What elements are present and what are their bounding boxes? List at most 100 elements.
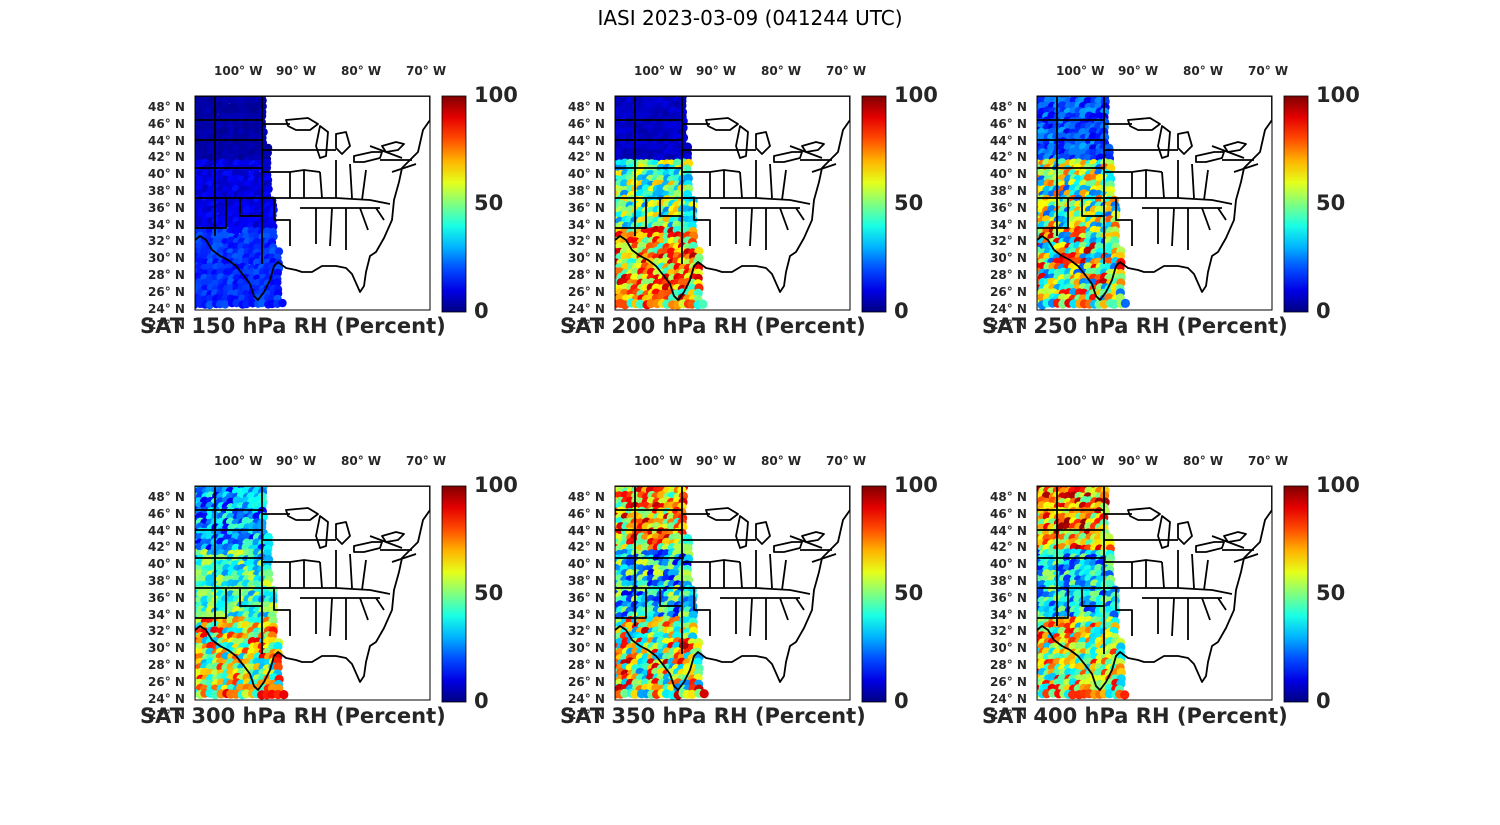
longitude-tick-label: 90° W [696, 454, 737, 468]
latitude-tick-label: 40° N [990, 557, 1027, 572]
latitude-tick-label: 28° N [990, 268, 1027, 282]
latitude-tick-label: 22° N [148, 708, 185, 723]
boundary-line [1037, 486, 1272, 691]
boundary-line [273, 588, 291, 636]
map-canvas [614, 95, 887, 313]
boundary-line [1171, 207, 1175, 247]
boundary-line [285, 117, 319, 131]
rh-observation-dot [273, 641, 283, 652]
longitude-tick-label: 90° W [1118, 454, 1159, 468]
longitude-tick-label: 70° W [826, 64, 867, 78]
boundary-line [773, 151, 803, 163]
map-frame [1036, 95, 1273, 311]
colorbar-tick-label: 0 [894, 299, 909, 323]
boundary-line [615, 588, 647, 619]
longitude-tick-label: 70° W [826, 454, 867, 468]
latitude-tick-label: 28° N [148, 268, 185, 282]
latitude-tick-label: 46° N [148, 506, 185, 521]
longitude-tick-label: 80° W [1183, 64, 1224, 78]
boundary-lines [195, 96, 430, 301]
latitude-tick-label: 42° N [148, 150, 185, 165]
latitude-tick-label: 30° N [990, 641, 1027, 656]
boundary-line [1177, 131, 1193, 155]
colorbar-tick-label: 100 [1316, 473, 1360, 497]
latitude-tick-label: 36° N [568, 200, 605, 215]
rh-observation-dot [242, 300, 251, 309]
rh-observation-dot [274, 247, 284, 256]
rh-observation-dot [620, 179, 630, 189]
colorbar-tick-label: 0 [474, 689, 489, 713]
boundary-line [375, 597, 385, 611]
latitude-tick-label: 26° N [568, 674, 605, 689]
colorbar [861, 485, 887, 703]
boundary-line [615, 96, 850, 301]
map-canvas [194, 95, 467, 313]
boundary-line [1157, 125, 1171, 159]
rh-observation-dot [635, 299, 645, 309]
latitude-tick-label: 48° N [568, 100, 605, 114]
boundary-line [1195, 541, 1225, 553]
colorbar-tick-label: 100 [894, 473, 938, 497]
panel-label: SAT 300 hPa RH (Percent) [140, 704, 446, 728]
latitude-tick-label: 34° N [568, 607, 605, 622]
map-canvas [1036, 485, 1309, 703]
boundary-line [781, 169, 787, 201]
boundary-line [659, 198, 682, 217]
boundary-line [1104, 169, 1163, 173]
latitude-tick-label: 42° N [568, 540, 605, 555]
latitude-tick-label: 48° N [990, 490, 1027, 504]
latitude-tick-label: 32° N [148, 624, 185, 639]
latitude-tick-label: 34° N [568, 217, 605, 232]
boundary-lines [195, 486, 430, 691]
latitude-tick-label: 24° N [148, 301, 185, 316]
rh-observation-dot [242, 132, 251, 141]
latitude-tick-label: 42° N [568, 150, 605, 165]
boundary-line [1081, 588, 1104, 607]
boundary-lines [615, 486, 850, 691]
boundary-line [1211, 535, 1245, 549]
boundary-line [335, 521, 351, 545]
boundary-line [349, 553, 353, 589]
boundary-line [262, 169, 321, 173]
rh-observation-dot [262, 163, 272, 172]
latitude-tick-label: 34° N [990, 217, 1027, 232]
longitude-tick-label: 90° W [276, 454, 317, 468]
latitude-tick-label: 46° N [568, 506, 605, 521]
latitude-tick-label: 32° N [568, 234, 605, 249]
latitude-tick-label: 36° N [990, 590, 1027, 605]
latitude-tick-label: 44° N [148, 133, 185, 148]
longitude-tick-label: 100° W [1056, 454, 1105, 468]
latitude-tick-label: 34° N [148, 217, 185, 232]
boundary-line [195, 486, 430, 691]
rh-observation-dot [221, 127, 231, 136]
map-panel: 100° W 90° W 80° W 70° W 48° N 46° N 44° N 42° … [982, 450, 1382, 750]
boundary-line [773, 541, 803, 553]
rh-observation-dot [620, 688, 630, 698]
rh-observation-dot [241, 689, 251, 699]
latitude-tick-label: 44° N [568, 133, 605, 148]
longitude-tick-label: 80° W [761, 64, 802, 78]
latitude-tick-label: 42° N [990, 540, 1027, 555]
boundary-line [195, 588, 227, 619]
boundary-line [262, 197, 391, 205]
map-canvas [1036, 95, 1309, 313]
latitude-tick-label: 36° N [568, 590, 605, 605]
boundary-line [615, 486, 850, 691]
rh-observation-dot [630, 689, 640, 699]
latitude-tick-label: 38° N [568, 574, 605, 588]
boundary-line [195, 96, 430, 301]
boundary-line [353, 151, 383, 163]
boundary-line [1195, 151, 1225, 163]
latitude-tick-label: 38° N [148, 574, 185, 588]
latitude-tick-label: 30° N [568, 251, 605, 266]
latitude-tick-label: 48° N [148, 100, 185, 114]
map-panel: 100° W 90° W 80° W 70° W 48° N 46° N 44° N 42° … [140, 450, 540, 750]
rh-observation-dot [231, 226, 241, 235]
boundary-line [391, 553, 417, 563]
longitude-tick-label: 90° W [276, 64, 317, 78]
longitude-tick-label: 100° W [634, 454, 683, 468]
panel-label: SAT 350 hPa RH (Percent) [560, 704, 866, 728]
rh-observation-dot [1120, 690, 1130, 700]
boundary-line [682, 197, 811, 205]
colorbar-tick-label: 100 [474, 83, 518, 107]
